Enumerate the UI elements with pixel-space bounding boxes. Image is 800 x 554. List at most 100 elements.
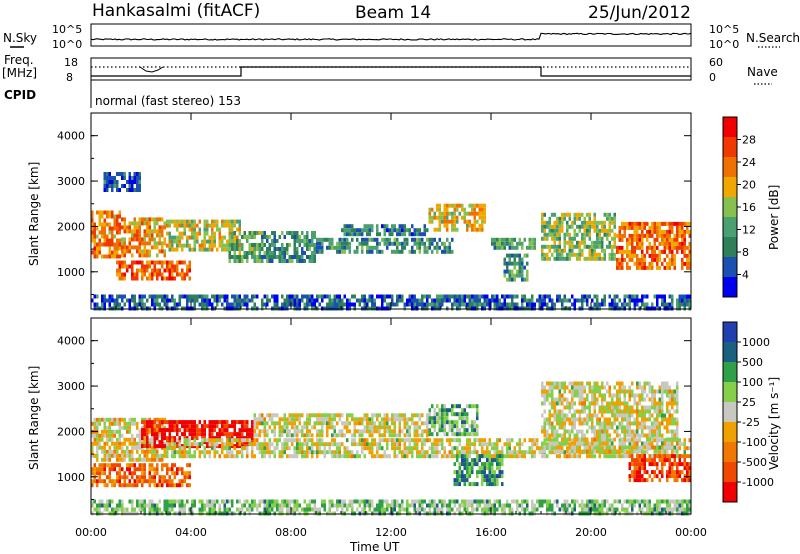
data-cell (378, 413, 381, 418)
data-cell (403, 425, 406, 430)
data-cell (636, 438, 639, 443)
data-cell (403, 413, 406, 418)
data-cell (478, 454, 481, 459)
data-cell (596, 244, 599, 249)
data-cell (348, 228, 351, 233)
data-cell (376, 249, 379, 254)
data-cell (108, 172, 111, 176)
data-cell (211, 432, 214, 437)
data-cell (333, 442, 336, 447)
data-cell (441, 404, 444, 409)
data-cell (153, 221, 156, 226)
data-cell (656, 298, 659, 303)
data-cell (253, 231, 256, 235)
data-cell (293, 298, 296, 303)
data-cell (606, 228, 609, 233)
data-cell (583, 417, 586, 422)
data-cell (191, 436, 194, 441)
data-cell (573, 389, 576, 394)
data-cell (306, 235, 309, 239)
data-cell (118, 302, 121, 307)
data-cell (391, 298, 394, 303)
data-cell (106, 188, 109, 192)
data-cell (306, 294, 309, 299)
data-cell (513, 454, 516, 459)
data-cell (613, 454, 616, 459)
data-cell (523, 450, 526, 455)
data-cell (178, 467, 181, 472)
data-cell (481, 215, 484, 220)
data-cell (468, 466, 471, 471)
data-cell (101, 445, 104, 450)
data-cell (613, 429, 616, 434)
data-cell (221, 432, 224, 437)
data-cell (221, 235, 224, 240)
data-cell (416, 228, 419, 233)
data-cell (653, 294, 656, 299)
nave-tick-top: 60 (709, 56, 723, 69)
data-cell (283, 247, 286, 251)
data-cell (241, 438, 244, 443)
data-cell (681, 245, 684, 250)
data-cell (441, 428, 444, 433)
data-cell (426, 454, 429, 459)
data-cell (268, 255, 271, 259)
data-cell (588, 236, 591, 241)
data-cell (413, 298, 416, 303)
data-cell (598, 232, 601, 237)
data-cell (133, 245, 136, 250)
data-cell (568, 442, 571, 447)
data-cell (176, 483, 179, 488)
data-cell (558, 244, 561, 249)
data-cell (548, 294, 551, 299)
data-cell (138, 180, 141, 184)
data-cell (548, 248, 551, 253)
data-cell (443, 207, 446, 212)
data-cell (448, 428, 451, 433)
data-cell (336, 433, 339, 438)
data-cell (133, 445, 136, 450)
data-cell (228, 231, 231, 236)
data-cell (328, 442, 331, 447)
data-cell (151, 217, 154, 222)
data-cell (201, 442, 204, 447)
data-cell (283, 259, 286, 263)
data-cell (333, 298, 336, 303)
data-cell (163, 268, 166, 273)
data-cell (433, 408, 436, 413)
data-cell (266, 239, 269, 243)
data-cell (118, 437, 121, 442)
data-cell (543, 421, 546, 426)
data-cell (548, 389, 551, 394)
data-cell (253, 433, 256, 438)
data-cell (318, 450, 321, 455)
data-cell (363, 425, 366, 430)
freq-strip: Freq. [MHz] 18 8 60 0 Nave (2, 53, 778, 85)
data-cell (561, 421, 564, 426)
data-cell (203, 231, 206, 236)
data-cell (376, 450, 379, 455)
data-cell (368, 429, 371, 434)
data-cell (513, 446, 516, 451)
data-cell (581, 442, 584, 447)
data-cell (516, 294, 519, 299)
data-cell (328, 450, 331, 455)
data-cell (421, 302, 424, 307)
data-cell (381, 224, 384, 229)
data-cell (186, 223, 189, 228)
data-cell (158, 229, 161, 234)
data-cell (428, 420, 431, 425)
data-cell (613, 256, 616, 261)
data-cell (576, 417, 579, 422)
data-cell (456, 428, 459, 433)
data-cell (388, 438, 391, 443)
data-cell (621, 454, 624, 459)
data-cell (431, 241, 434, 246)
data-cell (301, 454, 304, 459)
data-cell (311, 438, 314, 443)
data-cell (93, 467, 96, 472)
data-cell (628, 233, 631, 238)
data-cell (556, 401, 559, 406)
data-cell (238, 247, 241, 251)
data-cell (498, 237, 501, 242)
